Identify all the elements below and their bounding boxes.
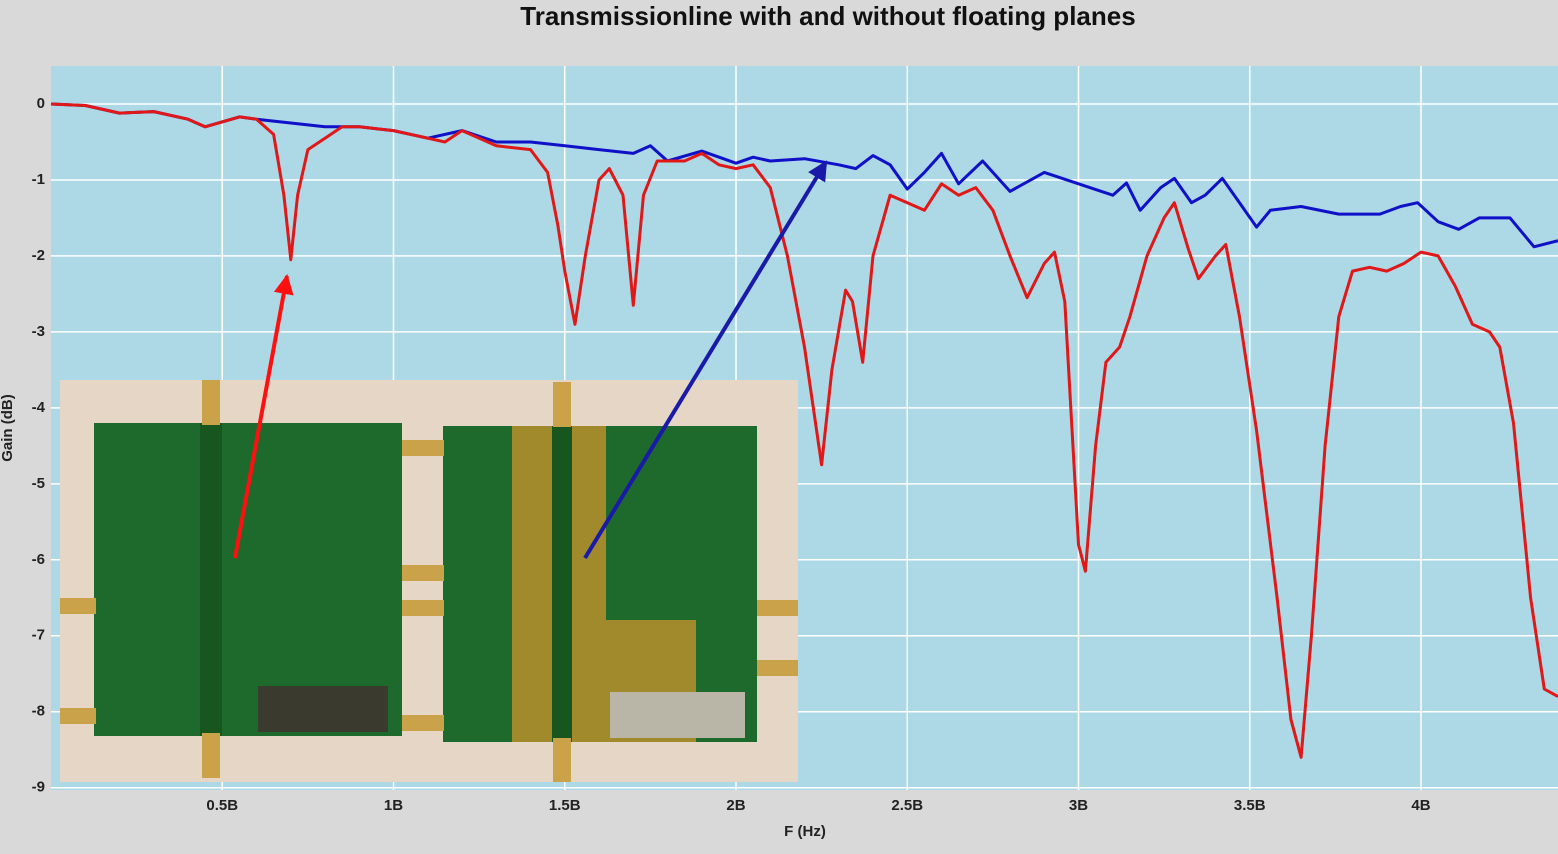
- board: [94, 423, 402, 736]
- connector: [202, 380, 220, 425]
- inset-photo: [60, 380, 798, 782]
- trace: [552, 426, 572, 742]
- connector: [553, 738, 571, 782]
- y-tick-label: -2: [32, 247, 45, 264]
- x-tick-label: 3B: [1069, 797, 1088, 814]
- x-tick-label: 1.5B: [549, 797, 581, 814]
- y-tick-label: -6: [32, 551, 45, 568]
- trace: [200, 423, 222, 736]
- connector: [402, 600, 444, 616]
- connector: [60, 708, 96, 724]
- connector: [402, 440, 444, 456]
- chart-title: Transmissionline with and without floati…: [520, 1, 1135, 31]
- connector: [757, 660, 798, 676]
- y-tick-label: -4: [32, 399, 46, 416]
- x-tick-label: 1B: [384, 797, 403, 814]
- y-tick-label: -5: [32, 475, 45, 492]
- connector: [402, 565, 444, 581]
- annotation-arrow: [583, 160, 828, 560]
- y-tick-label: -7: [32, 627, 45, 644]
- connector: [553, 382, 571, 427]
- annotation-arrow: [233, 274, 294, 559]
- connector: [402, 715, 444, 731]
- series-line: [50, 102, 1558, 759]
- component: [610, 692, 745, 738]
- x-tick-label: 0.5B: [206, 797, 238, 814]
- y-tick-label: 0: [37, 95, 45, 112]
- component: [258, 686, 388, 732]
- x-axis-title: F (Hz): [784, 823, 826, 840]
- connector: [757, 600, 798, 616]
- y-tick-label: -1: [32, 171, 45, 188]
- connector: [202, 733, 220, 778]
- lines: [50, 102, 1558, 759]
- y-tick-label: -3: [32, 323, 45, 340]
- y-tick-label: -8: [32, 703, 45, 720]
- y-tick-label: -9: [32, 779, 45, 796]
- x-tick-label: 3.5B: [1234, 797, 1266, 814]
- x-tick-label: 2.5B: [891, 797, 923, 814]
- connector: [60, 598, 96, 614]
- y-axis-title: Gain (dB): [0, 394, 16, 462]
- x-tick-label: 4B: [1411, 797, 1430, 814]
- x-tick-label: 2B: [726, 797, 745, 814]
